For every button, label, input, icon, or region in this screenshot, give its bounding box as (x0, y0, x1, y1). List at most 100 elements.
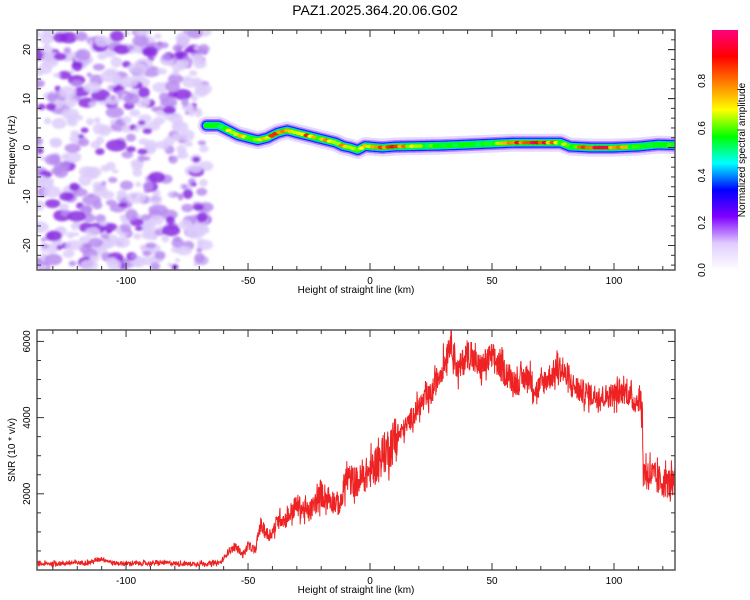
noise-blob (105, 257, 118, 266)
noise-blob (197, 238, 205, 246)
noise-blob (57, 70, 72, 80)
noise-blob (105, 199, 117, 206)
colorbar: 0.0 0.2 0.4 0.6 0.8 Normalized spectral ampli… (697, 30, 748, 277)
noise-blob (95, 214, 106, 223)
y-tick-label: 20 (22, 44, 33, 56)
noise-blob (172, 44, 183, 53)
noise-blob (43, 185, 61, 198)
snr-axes: -100 -50 0 50 100 2000 4000 6000 Height of strai… (7, 329, 676, 596)
colorbar-tick-label: 0.8 (697, 73, 708, 87)
noise-blob (40, 237, 47, 242)
noise-blob (135, 98, 150, 108)
noise-blob (130, 254, 138, 259)
noise-blob (110, 56, 122, 68)
noise-blob (94, 35, 110, 47)
noise-blob (85, 227, 101, 237)
noise-blob (165, 216, 175, 225)
noise-blob (86, 118, 94, 126)
noise-blob (66, 118, 78, 127)
noise-blob (154, 251, 166, 260)
ridge-peak (475, 142, 482, 146)
y-tick-label: 2000 (22, 482, 33, 505)
noise-blob (178, 150, 189, 159)
ridge-peak (440, 143, 447, 148)
noise-blob (53, 32, 68, 43)
noise-blob (169, 113, 183, 125)
noise-blob (88, 237, 104, 248)
noise-blob (37, 174, 48, 186)
noise-blob (76, 114, 84, 121)
noise-blob (145, 242, 156, 249)
noise-blob (162, 106, 176, 115)
noise-blob (109, 119, 116, 125)
noise-blob (122, 115, 132, 125)
noise-blob (123, 31, 131, 36)
noise-blob (195, 108, 202, 113)
noise-blob (58, 86, 77, 98)
noise-blob (187, 30, 203, 39)
x-tick-label: -50 (241, 576, 256, 587)
x-tick-label: -50 (241, 276, 256, 287)
noise-blob (177, 193, 184, 199)
y-tick-label: 4000 (22, 406, 33, 429)
y-tick-label: -20 (22, 238, 33, 253)
noise-blob (181, 105, 191, 111)
noise-blob (135, 181, 142, 187)
noise-blob (56, 244, 63, 251)
noise-blob (46, 230, 63, 241)
noise-blob (138, 86, 150, 99)
noise-blob (182, 78, 200, 88)
noise-blob (72, 60, 83, 68)
noise-blob (187, 107, 197, 114)
snr-line (37, 330, 675, 568)
noise-blob (73, 188, 88, 197)
noise-blob (70, 222, 80, 231)
noise-blob (40, 243, 49, 249)
noise-blob (44, 199, 61, 209)
noise-region (37, 30, 214, 270)
noise-blob (161, 224, 181, 237)
noise-blob (172, 71, 180, 76)
noise-blob (53, 72, 61, 78)
noise-blob (93, 184, 108, 197)
noise-blob (68, 260, 77, 267)
noise-blob (99, 221, 108, 227)
noise-blob (196, 247, 203, 253)
y-tick-label: 0 (22, 144, 33, 150)
noise-blob (105, 95, 121, 105)
noise-blob (87, 193, 96, 198)
noise-blob (43, 43, 50, 49)
noise-blob (45, 177, 55, 186)
noise-blob (63, 97, 77, 108)
noise-blob (151, 106, 159, 112)
y-axis-label: Frequency (Hz) (7, 116, 18, 185)
noise-blob (135, 226, 143, 231)
noise-blob (39, 264, 48, 270)
y-axis-label: SNR (10 * v/v) (7, 418, 18, 482)
noise-blob (61, 153, 69, 161)
noise-blob (97, 52, 108, 60)
noise-blob (181, 184, 188, 189)
noise-blob (105, 229, 112, 235)
ridge-peak (451, 143, 459, 147)
noise-blob (137, 155, 147, 162)
noise-blob (161, 60, 167, 65)
noise-blob (116, 195, 123, 200)
noise-blob (92, 200, 103, 210)
noise-blob (105, 51, 117, 58)
noise-blob (142, 250, 152, 257)
noise-blob (88, 101, 97, 107)
x-tick-label: 0 (367, 276, 373, 287)
noise-blob (161, 53, 172, 61)
noise-blob (45, 102, 57, 111)
noise-blob (168, 155, 178, 164)
noise-blob (127, 62, 148, 75)
noise-blob (53, 52, 67, 61)
noise-blob (149, 215, 165, 226)
noise-blob (160, 209, 178, 220)
x-tick-label: -100 (116, 276, 136, 287)
noise-blob (186, 223, 196, 232)
noise-blob (176, 59, 189, 69)
noise-blob (79, 243, 93, 254)
x-axis-label: Height of straight line (km) (298, 585, 415, 596)
